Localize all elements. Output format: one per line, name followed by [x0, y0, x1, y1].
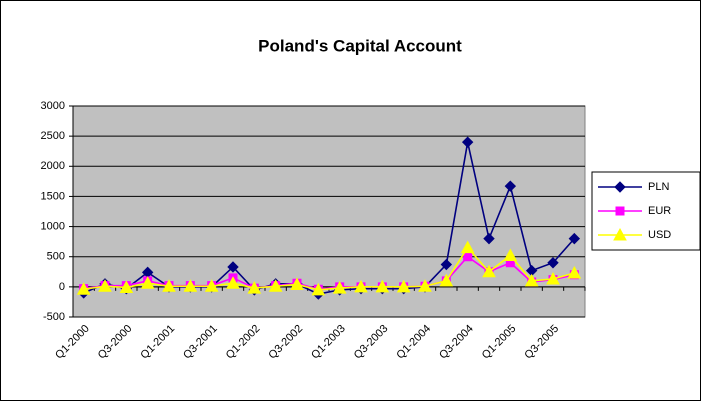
marker: [162, 279, 176, 292]
y-tick-label: 1000: [41, 220, 65, 232]
marker: [440, 258, 453, 271]
marker: [290, 277, 304, 290]
marker: [567, 265, 582, 279]
marker: [226, 276, 240, 289]
y-tick-label: 2500: [41, 130, 65, 142]
marker: [460, 240, 475, 254]
y-tick-label: 2000: [41, 160, 65, 172]
marker: [614, 181, 626, 193]
marker: [418, 279, 432, 292]
legend-label: USD: [648, 229, 671, 241]
marker: [482, 264, 496, 278]
marker: [463, 252, 473, 262]
y-tick-label: 500: [47, 251, 65, 263]
y-tick-label: 0: [59, 281, 65, 293]
chart-title: Poland's Capital Account: [258, 36, 462, 55]
marker: [483, 232, 495, 245]
marker: [76, 282, 91, 295]
marker: [396, 279, 411, 293]
marker: [332, 281, 347, 294]
marker: [615, 206, 625, 216]
marker: [568, 232, 581, 245]
marker: [504, 180, 517, 192]
marker: [119, 280, 134, 293]
marker: [461, 136, 474, 148]
marker: [247, 281, 262, 294]
y-tick-label: 3000: [41, 100, 65, 112]
marker: [375, 279, 390, 293]
marker: [354, 279, 368, 293]
marker: [140, 276, 155, 289]
marker: [613, 227, 627, 241]
marker: [183, 279, 198, 292]
marker: [311, 282, 326, 296]
marker: [546, 271, 560, 285]
marker: [227, 261, 239, 273]
legend-label: PLN: [648, 181, 669, 193]
marker: [204, 279, 219, 292]
marker: [547, 257, 559, 269]
y-tick-label: 1500: [41, 190, 65, 202]
y-tick-label: -500: [43, 311, 65, 323]
marker: [268, 279, 283, 292]
marker: [439, 273, 454, 287]
marker: [503, 248, 518, 262]
marker: [98, 279, 112, 292]
legend-label: EUR: [648, 205, 671, 217]
marker: [524, 273, 539, 287]
